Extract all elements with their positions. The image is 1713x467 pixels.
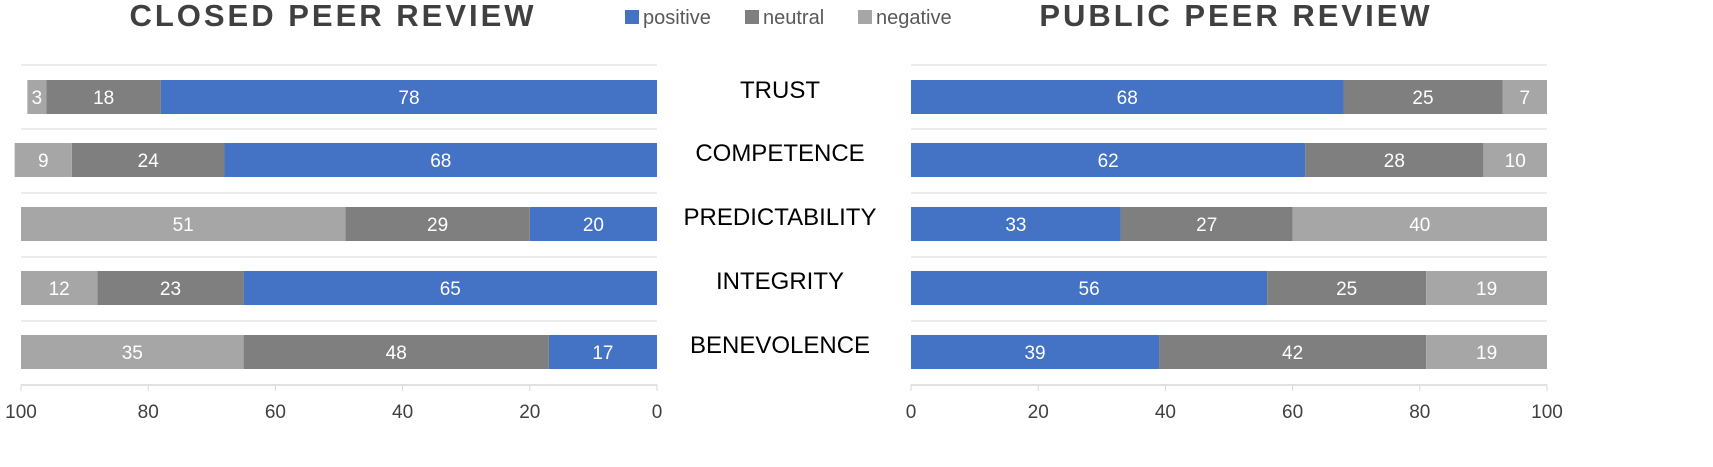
data-label-negative: 10 (1505, 151, 1526, 172)
x-tick-label: 20 (1028, 402, 1049, 423)
bar-neutral (1305, 143, 1484, 177)
bar-negative (1426, 271, 1547, 305)
bar-neutral (71, 143, 225, 177)
x-tick-label: 80 (1409, 402, 1430, 423)
data-label-positive: 56 (1079, 279, 1100, 300)
bar-negative (21, 207, 346, 241)
bar-negative (21, 271, 98, 305)
bar-positive (548, 335, 657, 369)
data-label-positive: 39 (1024, 343, 1045, 364)
bar-positive (529, 207, 657, 241)
data-label-positive: 33 (1005, 215, 1026, 236)
legend-label-positive: positive (643, 7, 711, 29)
x-tick-label: 0 (652, 402, 663, 423)
bar-negative (1426, 335, 1547, 369)
data-label-positive: 62 (1098, 151, 1119, 172)
category-label: PREDICTABILITY (684, 204, 877, 231)
category-labels: TRUST COMPETENCE PREDICTABILITY INTEGRITY BE… (684, 77, 877, 359)
legend-swatch-neutral (745, 10, 759, 24)
bar-neutral (1267, 271, 1427, 305)
data-label-negative: 19 (1476, 279, 1497, 300)
bar-negative (14, 143, 72, 177)
closed-panel-title: CLOSED PEER REVIEW (129, 0, 536, 33)
bar-positive (911, 335, 1160, 369)
data-label-neutral: 25 (1412, 88, 1433, 109)
bar-positive (160, 80, 658, 114)
public-peer-review-panel: PUBLIC PEER REVIEW 0 20 40 60 80 100 68 25 7 62 28 1… (906, 0, 1563, 423)
data-label-neutral: 42 (1282, 343, 1303, 364)
x-tick-label: 80 (138, 402, 159, 423)
legend-label-neutral: neutral (763, 7, 824, 29)
category-label: INTEGRITY (716, 268, 844, 295)
legend-label-negative: negative (876, 7, 952, 29)
data-label-neutral: 25 (1336, 279, 1357, 300)
data-label-positive: 65 (440, 279, 461, 300)
bar-negative (1292, 207, 1547, 241)
data-label-neutral: 27 (1196, 215, 1217, 236)
closed-peer-review-panel: CLOSED PEER REVIEW 100 80 60 40 20 0 78 18 3 68 24 9… (5, 0, 662, 423)
data-label-negative: 40 (1409, 215, 1430, 236)
data-label-positive: 17 (592, 343, 613, 364)
x-tick-label: 0 (906, 402, 917, 423)
bar-neutral (1159, 335, 1427, 369)
bar-positive (911, 143, 1306, 177)
data-label-neutral: 29 (427, 215, 448, 236)
bar-positive (911, 271, 1268, 305)
bar-neutral (1343, 80, 1503, 114)
bar-neutral (97, 271, 244, 305)
data-label-neutral: 23 (160, 279, 181, 300)
data-label-neutral: 48 (386, 343, 407, 364)
data-label-negative: 35 (122, 343, 143, 364)
x-tick-label: 40 (1155, 402, 1176, 423)
bar-positive (911, 207, 1121, 241)
x-tick-label: 20 (519, 402, 540, 423)
data-label-negative: 51 (173, 215, 194, 236)
bar-negative (21, 335, 244, 369)
bar-negative (1502, 80, 1547, 114)
bar-positive (224, 143, 657, 177)
data-label-negative: 3 (32, 88, 43, 109)
bar-negative (27, 80, 47, 114)
x-tick-label: 100 (1531, 402, 1563, 423)
data-label-negative: 9 (38, 151, 49, 172)
x-tick-label: 40 (392, 402, 413, 423)
legend: positive neutral negative (625, 7, 952, 29)
x-tick-label: 60 (265, 402, 286, 423)
category-label: BENEVOLENCE (690, 332, 870, 359)
data-label-negative: 12 (49, 279, 70, 300)
bar-neutral (345, 207, 530, 241)
category-label: TRUST (740, 77, 820, 104)
data-label-neutral: 28 (1384, 151, 1405, 172)
bar-neutral (243, 335, 549, 369)
legend-swatch-negative (858, 10, 872, 24)
data-label-neutral: 24 (138, 151, 160, 172)
bar-positive (911, 80, 1344, 114)
data-label-positive: 68 (1117, 88, 1138, 109)
bar-positive (243, 271, 657, 305)
data-label-positive: 20 (583, 215, 604, 236)
data-label-negative: 19 (1476, 343, 1497, 364)
x-tick-label: 100 (5, 402, 37, 423)
bar-negative (1483, 143, 1547, 177)
data-label-neutral: 18 (93, 88, 114, 109)
category-label: COMPETENCE (695, 140, 864, 167)
data-label-positive: 68 (430, 151, 451, 172)
bar-neutral (1120, 207, 1293, 241)
data-label-negative: 7 (1519, 88, 1530, 109)
data-label-positive: 78 (398, 88, 419, 109)
x-tick-label: 60 (1282, 402, 1303, 423)
bar-neutral (46, 80, 161, 114)
public-panel-title: PUBLIC PEER REVIEW (1039, 0, 1432, 33)
legend-swatch-positive (625, 10, 639, 24)
